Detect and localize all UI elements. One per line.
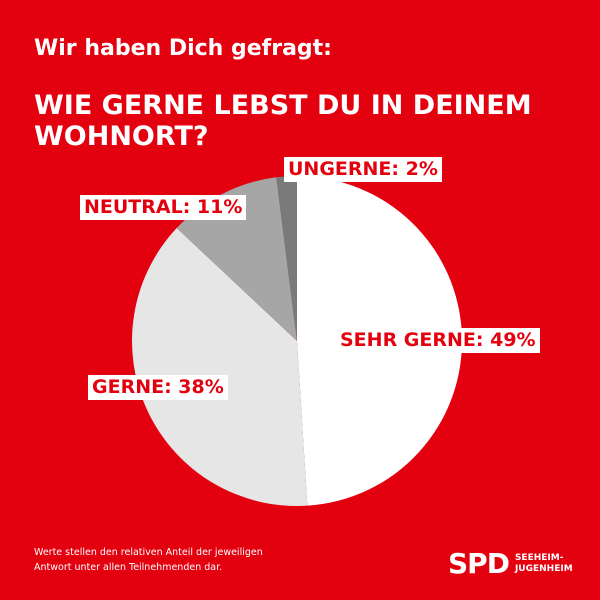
title-line-1: WIE GERNE LEBST DU IN DEINEM (34, 90, 532, 121)
pie-slice-ungerne (276, 176, 297, 341)
pie-slice-gerne (132, 228, 308, 506)
logo-brand: SPD (448, 547, 510, 580)
footnote: Werte stellen den relativen Anteil der j… (34, 545, 334, 575)
slice-label-sehr-gerne: SEHR GERNE: 49% (336, 328, 540, 353)
footnote-line-1: Werte stellen den relativen Anteil der j… (34, 547, 263, 558)
slice-label-ungerne: UNGERNE: 2% (284, 157, 442, 182)
spd-logo: SPD SEEHEIM- JUGENHEIM (448, 549, 573, 579)
title-line-2: WOHNORT? (34, 121, 209, 152)
slice-label-gerne: GERNE: 38% (88, 375, 228, 400)
page-title: WIE GERNE LEBST DU IN DEINEM WOHNORT? (34, 90, 574, 152)
kicker-text: Wir haben Dich gefragt: (34, 36, 332, 61)
logo-local-name: SEEHEIM- JUGENHEIM (514, 553, 573, 574)
slice-label-neutral: NEUTRAL: 11% (80, 195, 247, 220)
footnote-line-2: Antwort unter allen Teilnehmenden dar. (34, 562, 223, 573)
